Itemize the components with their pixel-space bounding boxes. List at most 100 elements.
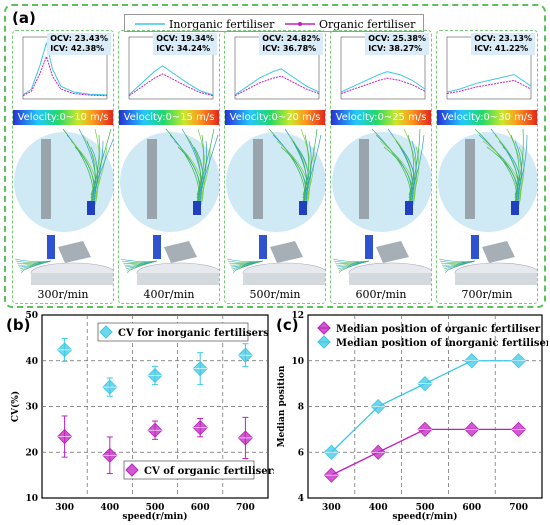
y-tick-label: 10 bbox=[25, 494, 38, 504]
mini-organic-curve bbox=[128, 73, 214, 97]
y-tick-label: 8 bbox=[298, 403, 304, 413]
y-tick-label: 30 bbox=[25, 403, 38, 413]
particle-trajectory-side bbox=[21, 260, 52, 274]
feed-tube-side bbox=[471, 235, 479, 259]
icv-value: ICV: 36.78% bbox=[262, 44, 317, 53]
particle-trajectory bbox=[407, 134, 415, 199]
x-tick-label: 500 bbox=[416, 503, 435, 513]
mini-inorganic-curve bbox=[22, 42, 108, 96]
y-tick-label: 4 bbox=[298, 494, 304, 504]
particle-trajectory bbox=[502, 146, 521, 201]
x-tick-label: 300 bbox=[322, 503, 341, 513]
vane-plate bbox=[253, 139, 263, 219]
particle-trajectory-side bbox=[332, 258, 370, 262]
particle-trajectory bbox=[304, 134, 322, 195]
particle-trajectory bbox=[482, 140, 522, 206]
particle-trajectory-side bbox=[339, 260, 370, 274]
mini-organic-curve bbox=[340, 77, 426, 94]
simulation-side-view bbox=[437, 233, 537, 293]
particle-trajectory-side bbox=[233, 260, 264, 274]
simulation-side-view bbox=[119, 233, 219, 293]
particle-trajectory bbox=[410, 134, 425, 195]
particle-trajectory bbox=[268, 128, 306, 208]
particle-trajectory bbox=[165, 128, 200, 208]
feed-tube bbox=[87, 201, 95, 215]
particle-trajectory-side bbox=[445, 260, 476, 274]
particle-trajectory bbox=[70, 140, 98, 206]
feed-tube bbox=[511, 201, 519, 215]
particle-trajectory bbox=[474, 128, 517, 208]
icv-value: ICV: 42.38% bbox=[50, 44, 105, 53]
mini-inorganic-curve bbox=[446, 74, 532, 93]
velocity-colorbar: Velocity:0~10 m/s bbox=[13, 110, 113, 125]
vane-plate bbox=[147, 139, 157, 219]
vane-side bbox=[270, 241, 303, 263]
y-axis-label: CV(%) bbox=[10, 391, 21, 422]
particle-trajectory bbox=[181, 128, 202, 204]
legend-label: Median position of organic fertiliser bbox=[336, 324, 541, 335]
simulation-top-view bbox=[119, 127, 219, 233]
simulation-side-svg bbox=[120, 235, 219, 285]
legend-label: CV of organic fertilisers bbox=[144, 466, 274, 477]
particle-trajectory bbox=[82, 134, 99, 203]
speed-label: 600r/min bbox=[355, 288, 407, 301]
panel-c-label: (c) bbox=[276, 316, 299, 334]
panel-a-column-3: OCV: 24.82% ICV: 36.78% Velocity:0~20 m/s 5… bbox=[224, 30, 326, 304]
legend-organic-label: Organic fertiliser bbox=[319, 18, 416, 31]
vane-side bbox=[164, 241, 197, 263]
particle-trajectory bbox=[399, 146, 415, 201]
simulation-top-svg bbox=[226, 128, 325, 232]
simulation-top-svg bbox=[438, 128, 537, 232]
vane-plate bbox=[465, 139, 475, 219]
feed-tube bbox=[299, 201, 307, 215]
particle-trajectory bbox=[280, 146, 306, 205]
particle-trajectory bbox=[498, 140, 519, 202]
x-axis-label: speed(r/min) bbox=[122, 511, 187, 522]
x-tick-label: 700 bbox=[509, 503, 528, 513]
particle-trajectory bbox=[408, 128, 421, 196]
legend-label: CV for inorganic fertilisers bbox=[118, 328, 269, 339]
icv-value: ICV: 38.27% bbox=[368, 44, 423, 53]
panel-b-label: (b) bbox=[6, 316, 31, 334]
particle-trajectory bbox=[306, 146, 315, 197]
x-tick-label: 400 bbox=[100, 503, 119, 513]
y-tick-label: 10 bbox=[291, 357, 304, 367]
particle-trajectory-side bbox=[120, 258, 158, 262]
particle-trajectory bbox=[90, 134, 100, 199]
simulation-side-view bbox=[13, 233, 113, 293]
mini-organic-curve bbox=[22, 54, 108, 97]
particle-trajectory bbox=[300, 128, 312, 200]
mini-plot-svg bbox=[234, 36, 320, 100]
velocity-colorbar: Velocity:0~25 m/s bbox=[331, 110, 431, 125]
speed-label: 500r/min bbox=[249, 288, 301, 301]
particle-trajectory-side bbox=[226, 258, 264, 262]
particle-trajectory bbox=[383, 146, 412, 205]
x-tick-label: 700 bbox=[236, 503, 255, 513]
particle-trajectory bbox=[292, 140, 307, 202]
legend-label: Median position of inorganic fertiliser bbox=[336, 338, 548, 349]
simulation-top-svg bbox=[332, 128, 431, 232]
simulation-top-view bbox=[331, 127, 431, 233]
vane-plate bbox=[359, 139, 369, 219]
particle-trajectory-side bbox=[438, 258, 476, 262]
legend-box bbox=[123, 460, 255, 480]
speed-label: 400r/min bbox=[143, 288, 195, 301]
disc-rim bbox=[137, 273, 219, 285]
vane-side bbox=[58, 241, 91, 263]
icv-value: ICV: 41.22% bbox=[474, 44, 529, 53]
simulation-top-view bbox=[13, 127, 113, 233]
ocv-value: OCV: 23.13% bbox=[474, 34, 532, 43]
particle-trajectory bbox=[276, 140, 310, 206]
chart-c: 4 6 8 10 12 300 400 500 600 700 speed(r/min) Median… bbox=[277, 311, 548, 522]
disc-rim bbox=[243, 273, 325, 285]
feed-tube-side bbox=[365, 235, 373, 259]
y-tick-label: 6 bbox=[298, 448, 304, 458]
particle-trajectory bbox=[510, 134, 520, 199]
speed-label: 700r/min bbox=[461, 288, 513, 301]
simulation-side-svg bbox=[332, 235, 431, 285]
ocv-value: OCV: 25.38% bbox=[368, 34, 426, 43]
x-tick-label: 300 bbox=[55, 503, 74, 513]
feed-tube-side bbox=[153, 235, 161, 259]
velocity-colorbar: Velocity:0~15 m/s bbox=[119, 110, 219, 125]
y-tick-label: 50 bbox=[25, 311, 38, 321]
